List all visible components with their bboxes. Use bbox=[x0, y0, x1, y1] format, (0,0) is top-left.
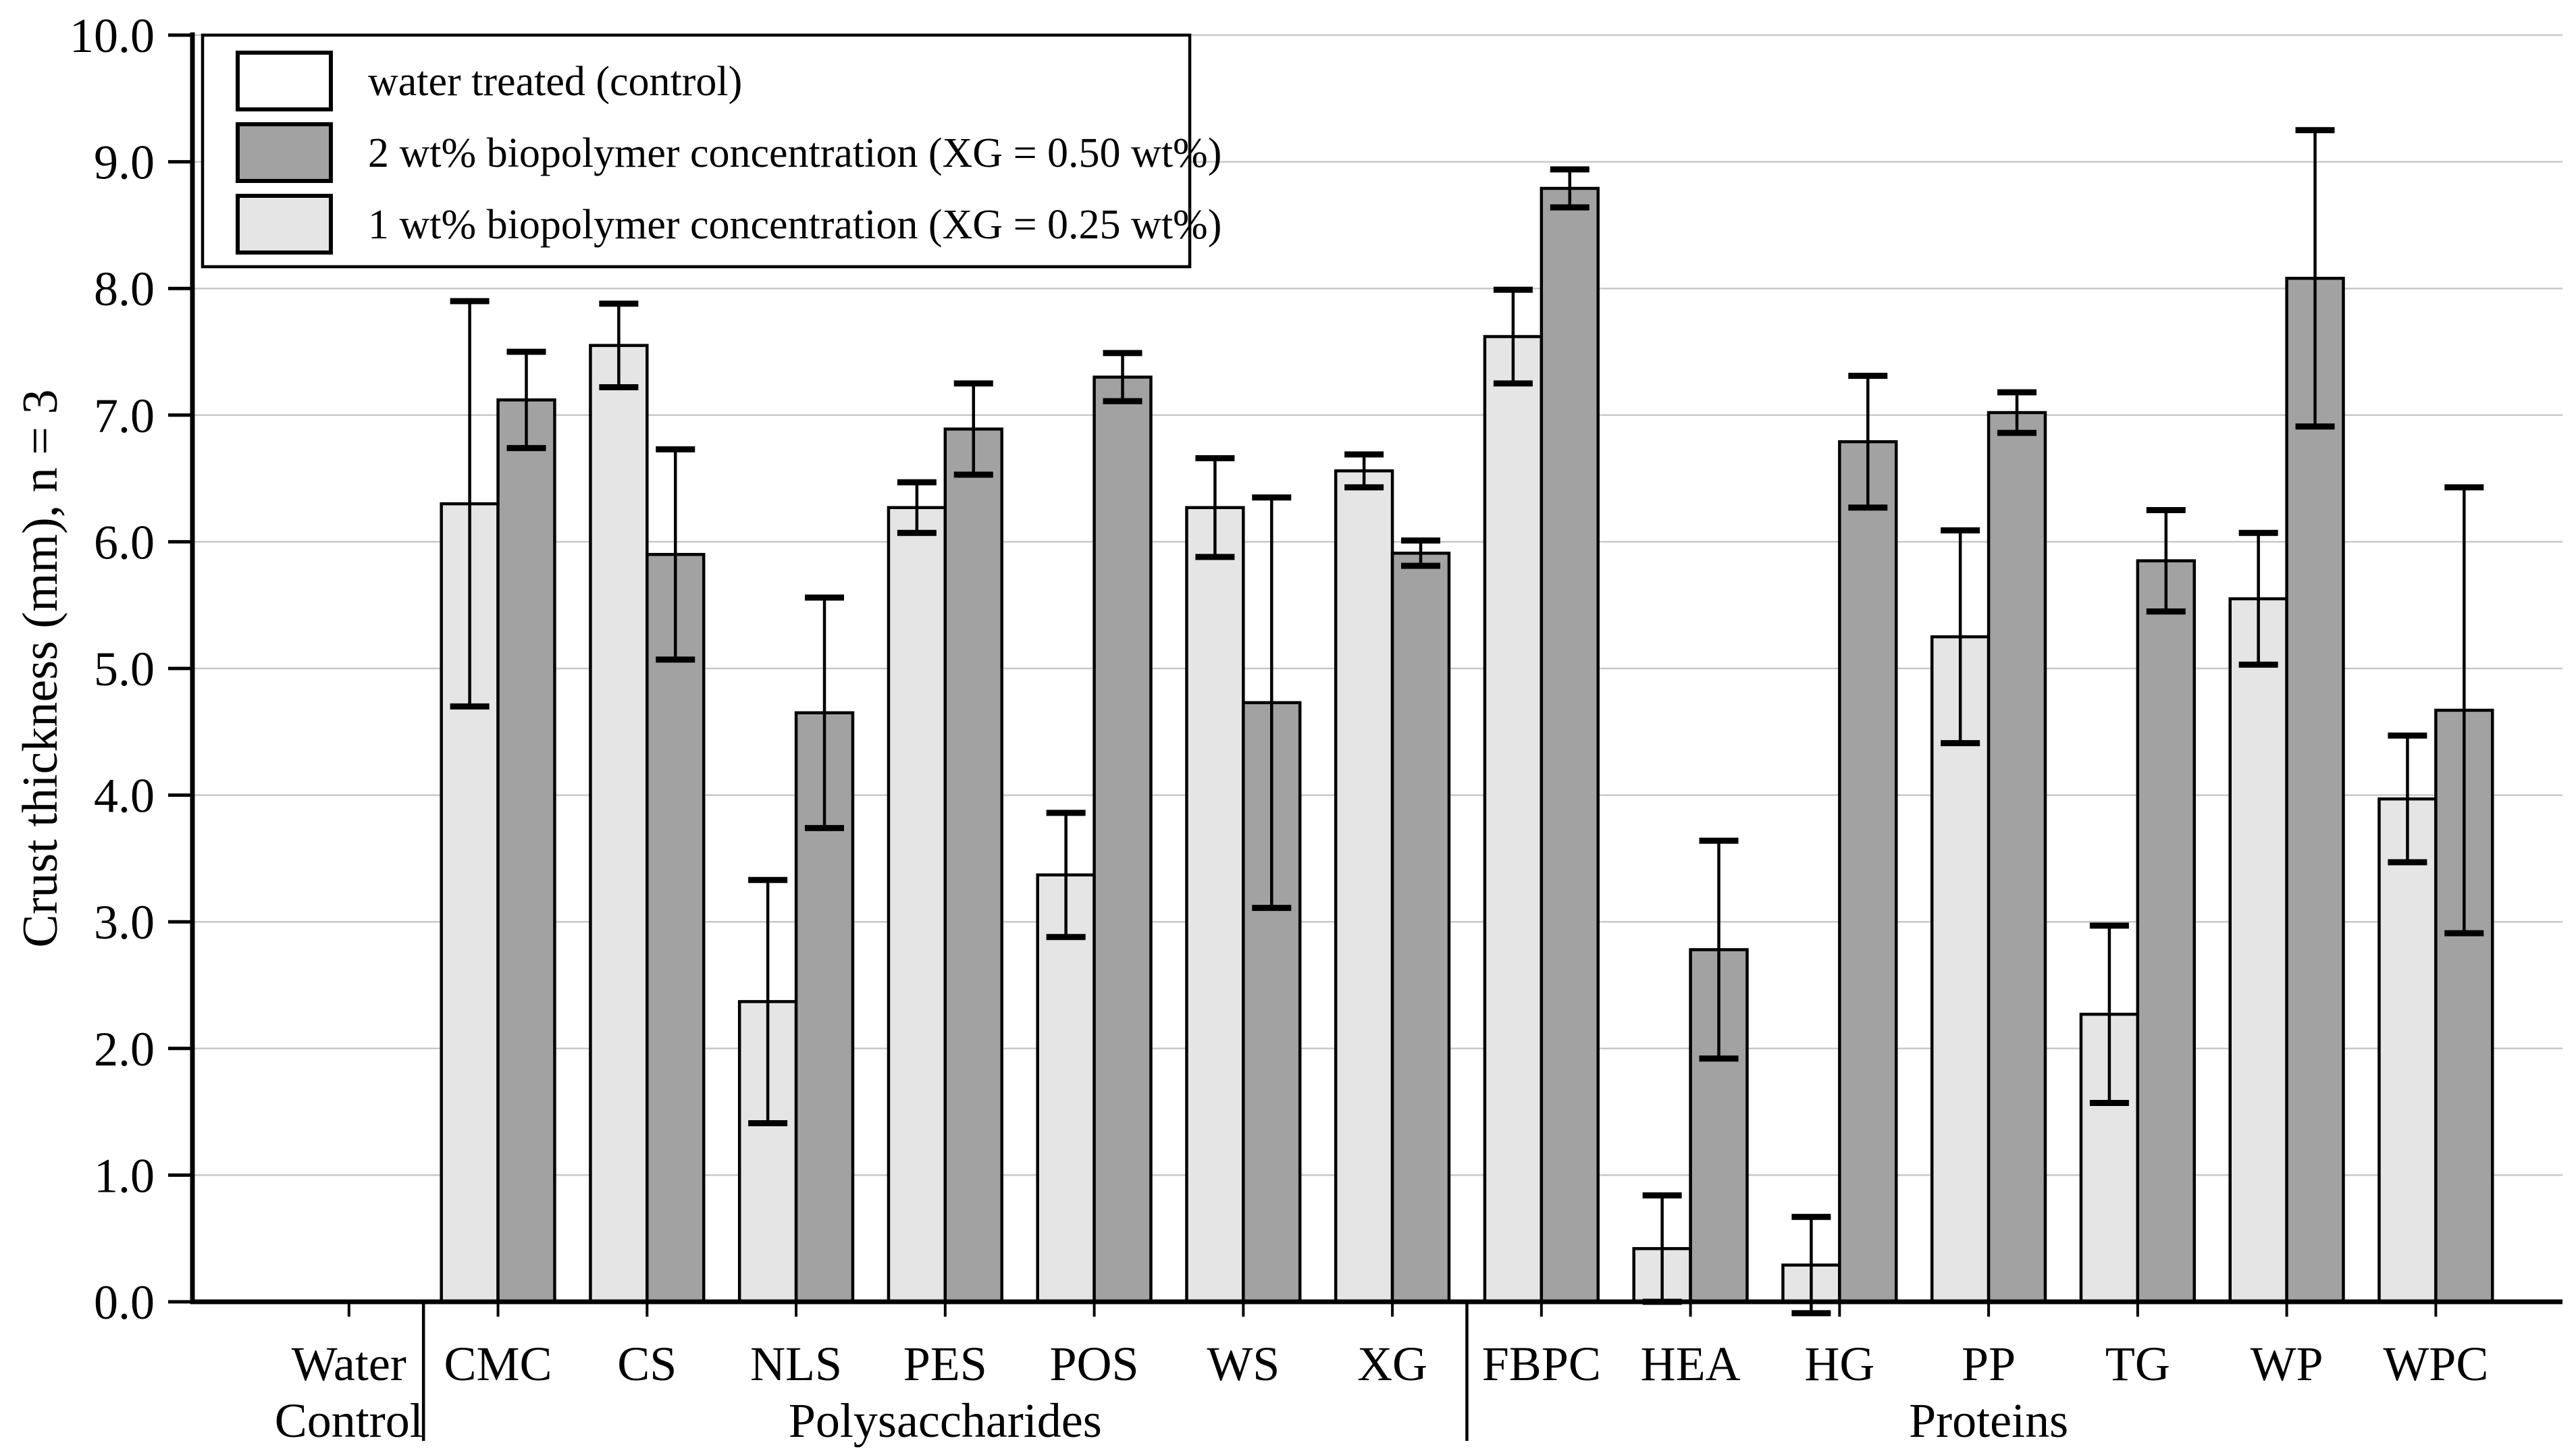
category-label: PP bbox=[1962, 1337, 2016, 1391]
legend-swatch-2 bbox=[236, 194, 333, 255]
bar-FBPC-left bbox=[1483, 335, 1544, 1304]
bar-HG-right bbox=[1838, 440, 1898, 1304]
y-tick-label: 9.0 bbox=[94, 136, 155, 190]
y-tick-label: 8.0 bbox=[94, 262, 155, 316]
category-label: Water bbox=[292, 1337, 406, 1391]
bar-PP-right bbox=[1987, 411, 2047, 1304]
y-tick-label: 3.0 bbox=[94, 895, 155, 949]
y-tick-label: 10.0 bbox=[70, 9, 155, 63]
bar-WS-left bbox=[1185, 506, 1245, 1304]
bar-WP-right bbox=[2285, 276, 2345, 1304]
category-label: PES bbox=[903, 1337, 987, 1391]
bar-XG-right bbox=[1390, 552, 1451, 1304]
category-label-line2: Control bbox=[275, 1394, 423, 1448]
y-tick-label: 7.0 bbox=[94, 389, 155, 443]
legend-label-1: 2 wt% biopolymer concentration (XG = 0.5… bbox=[368, 130, 1221, 176]
legend-label-2: 1 wt% biopolymer concentration (XG = 0.2… bbox=[368, 202, 1221, 248]
y-tick-label: 4.0 bbox=[94, 769, 155, 823]
bar-CS-left bbox=[589, 344, 649, 1304]
bar-PES-left bbox=[887, 506, 947, 1304]
legend-box bbox=[201, 33, 1192, 269]
bar-CS-right bbox=[646, 552, 706, 1304]
category-label: NLS bbox=[750, 1337, 842, 1391]
category-label: HEA bbox=[1641, 1337, 1741, 1391]
category-label: CS bbox=[617, 1337, 677, 1391]
group-label: Polysaccharides bbox=[789, 1394, 1102, 1448]
bar-CMC-right bbox=[496, 398, 556, 1304]
y-tick-label: 0.0 bbox=[94, 1275, 155, 1329]
bar-WP-left bbox=[2228, 597, 2288, 1304]
category-label: CMC bbox=[444, 1337, 552, 1391]
category-label: FBPC bbox=[1482, 1337, 1601, 1391]
category-label: XG bbox=[1357, 1337, 1427, 1391]
bar-XG-left bbox=[1334, 469, 1394, 1304]
category-label: WP bbox=[2251, 1337, 2323, 1391]
legend-swatch-1 bbox=[236, 122, 333, 183]
bar-WPC-left bbox=[2377, 797, 2438, 1304]
bar-FBPC-right bbox=[1540, 186, 1600, 1304]
category-label: HG bbox=[1804, 1337, 1874, 1391]
category-label: WPC bbox=[2383, 1337, 2488, 1391]
y-tick-label: 1.0 bbox=[94, 1149, 155, 1203]
bar-TG-right bbox=[2136, 559, 2196, 1304]
y-tick-label: 2.0 bbox=[94, 1022, 155, 1076]
category-label: TG bbox=[2105, 1337, 2170, 1391]
legend-swatch-0 bbox=[236, 51, 333, 111]
y-tick-label: 6.0 bbox=[94, 515, 155, 569]
y-tick-label: 5.0 bbox=[94, 642, 155, 696]
y-axis-title: Crust thickness (mm), n = 3 bbox=[13, 390, 68, 948]
bar-POS-right bbox=[1093, 375, 1153, 1304]
category-label: POS bbox=[1050, 1337, 1139, 1391]
category-label: WS bbox=[1207, 1337, 1280, 1391]
legend-label-0: water treated (control) bbox=[368, 59, 742, 105]
bar-PP-left bbox=[1930, 635, 1991, 1304]
group-label: Proteins bbox=[1909, 1394, 2068, 1448]
bar-PES-right bbox=[943, 427, 1003, 1304]
